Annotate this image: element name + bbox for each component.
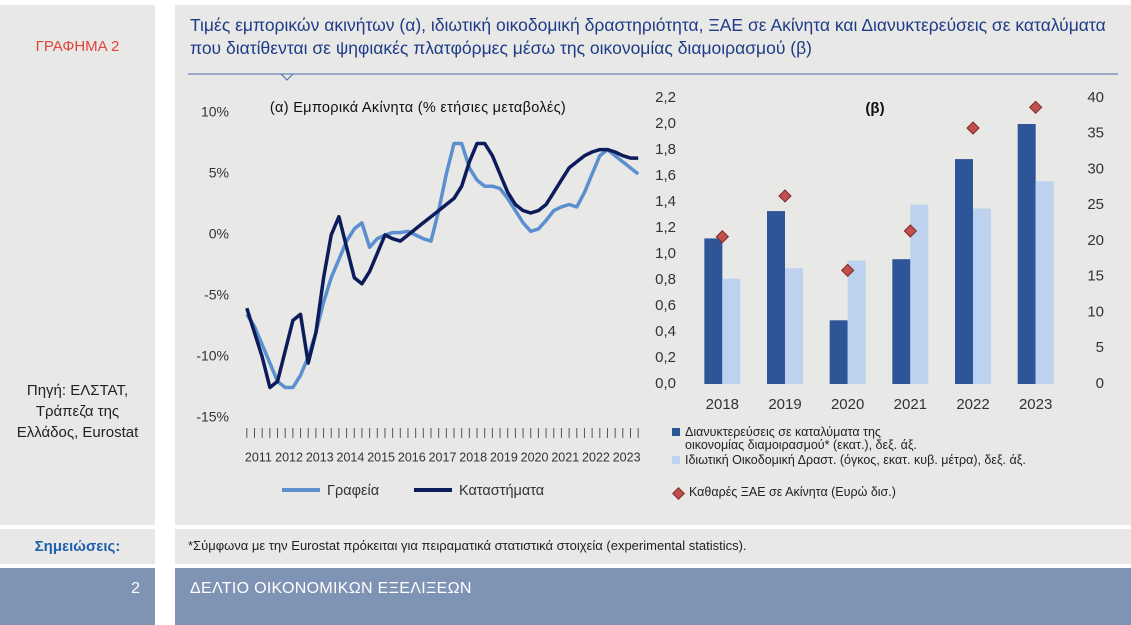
chart-b-title: (β) <box>865 100 885 117</box>
y-tick-label: 5% <box>209 165 229 181</box>
y2-tick-label: 5 <box>1096 339 1104 356</box>
notes-label-cell <box>0 529 155 564</box>
x-tick-label: 2023 <box>1019 396 1052 413</box>
legend-label: Γραφεία <box>327 483 379 499</box>
line-series <box>245 141 639 390</box>
x-tick-label: 2013 <box>306 450 334 464</box>
title-notch <box>279 73 295 81</box>
y-tick-label: 0% <box>209 226 229 242</box>
chart-a-title: (α) Εμπορικά Ακίνητα (% ετήσιες μεταβολέ… <box>269 100 567 116</box>
bar <box>1035 181 1054 384</box>
x-tick-label: 2020 <box>831 396 864 413</box>
legend-item: Ιδιωτική Οικοδομική Δραστ. (όγκος, εκατ.… <box>672 454 1026 467</box>
bar <box>892 259 911 384</box>
x-tick-label: 2014 <box>337 450 365 464</box>
x-tick-label: 2016 <box>398 450 426 464</box>
y-tick-label: 0,8 <box>655 271 676 288</box>
x-tick-label: 2015 <box>367 450 395 464</box>
x-tick-label: 2021 <box>894 396 927 413</box>
sidebar <box>0 5 155 525</box>
y-tick-label: 2,2 <box>655 89 676 106</box>
y2-tick-label: 10 <box>1087 303 1104 320</box>
bar <box>973 208 991 384</box>
x-tick-label: 2018 <box>706 396 739 413</box>
legend-swatch <box>672 487 685 500</box>
x-tick-label: 2021 <box>551 450 579 464</box>
y2-tick-label: 30 <box>1087 160 1104 177</box>
notes-label: Σημειώσεις: <box>34 538 121 555</box>
diamond-marker <box>778 189 792 203</box>
footer-bar <box>175 568 1131 625</box>
y2-tick-label: 35 <box>1087 125 1104 142</box>
bar <box>767 211 785 384</box>
x-tick-label: 2017 <box>429 450 457 464</box>
x-tick-label: 2012 <box>275 450 303 464</box>
x-tick-label: 2022 <box>956 396 989 413</box>
page-number: 2 <box>131 580 140 597</box>
legend-swatch <box>672 428 680 436</box>
x-tick-label: 2019 <box>768 396 801 413</box>
legend-label: Ιδιωτική Οικοδομική Δραστ. (όγκος, εκατ.… <box>685 453 1026 467</box>
x-tick-label: 2023 <box>613 450 641 464</box>
bar <box>722 278 741 384</box>
diamond-marker <box>1028 100 1043 115</box>
x-tick-label: 2020 <box>521 450 549 464</box>
y-tick-label: -10% <box>196 348 229 364</box>
bar <box>1017 124 1036 384</box>
y-tick-label: 1,2 <box>655 219 676 236</box>
y-tick-label: 10% <box>201 104 229 120</box>
legend-label: Διανυκτερεύσεις σε καταλύματα της οικονο… <box>685 425 917 452</box>
y-tick-label: 0,4 <box>655 323 676 340</box>
figure-label: ΓΡΑΦΗΜΑ 2 <box>35 38 120 55</box>
y-tick-label: 1,4 <box>655 193 676 210</box>
bar <box>910 204 929 384</box>
legend-label: Καθαρές ΞΑΕ σε Ακίνητα (Ευρώ δισ.) <box>689 485 896 499</box>
bar <box>785 268 803 384</box>
diamond-marker <box>966 121 980 135</box>
bar <box>847 260 866 384</box>
y2-tick-label: 40 <box>1087 89 1104 106</box>
bar <box>955 159 973 384</box>
legend-item: Διανυκτερεύσεις σε καταλύματα της οικονο… <box>672 426 935 452</box>
legend-item: Καθαρές ΞΑΕ σε Ακίνητα (Ευρώ δισ.) <box>672 485 896 500</box>
diamond-marker <box>840 263 855 278</box>
y-tick-label: 1,0 <box>655 245 676 262</box>
y2-tick-label: 15 <box>1087 268 1104 285</box>
x-tick-label: 2018 <box>459 450 487 464</box>
y-tick-label: 0,2 <box>655 349 676 366</box>
bar <box>704 238 723 384</box>
bar <box>829 320 848 384</box>
footer-left <box>0 568 155 625</box>
legend-label: Καταστήματα <box>459 483 544 499</box>
notes-cell <box>175 529 1131 564</box>
y-tick-label: 0,0 <box>655 375 676 392</box>
y2-tick-label: 20 <box>1087 232 1104 249</box>
y-tick-label: 1,8 <box>655 141 676 158</box>
title: Τιμές εμπορικών ακινήτων (α), ιδιωτική ο… <box>190 15 1106 58</box>
y-tick-label: 0,6 <box>655 297 676 314</box>
diamond-marker <box>715 230 730 244</box>
y2-tick-label: 25 <box>1087 196 1104 213</box>
x-tick-label: 2019 <box>490 450 518 464</box>
source: Πηγή: ΕΛΣΤΑΤ, Τράπεζα της Ελλάδος, Euros… <box>16 382 139 441</box>
y-tick-label: -15% <box>196 409 229 425</box>
y2-tick-label: 0 <box>1096 375 1104 392</box>
x-tick-label: 2011 <box>245 450 272 464</box>
footer-text: ΔΕΛΤΙΟ ΟΙΚΟΝΟΜΙΚΩΝ ΕΞΕΛΙΞΕΩΝ <box>190 580 472 597</box>
y-tick-label: -5% <box>204 287 229 303</box>
x-tick-label: 2022 <box>582 450 610 464</box>
y-tick-label: 1,6 <box>655 167 676 184</box>
legend-swatch <box>672 456 680 464</box>
notes-text: *Σύμφωνα με την Eurostat πρόκειται για π… <box>188 538 747 553</box>
y-tick-label: 2,0 <box>655 115 676 132</box>
diamond-marker <box>903 224 918 238</box>
